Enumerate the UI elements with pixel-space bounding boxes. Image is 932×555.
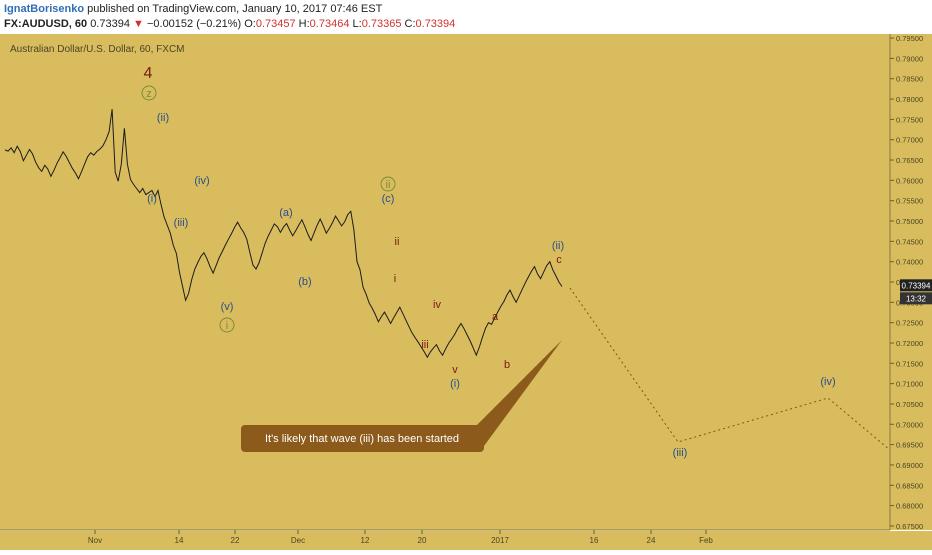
- wave-label-4: 4: [144, 65, 153, 82]
- close-value: 0.73394: [415, 18, 456, 30]
- y-tick-label: 0.78500: [896, 75, 923, 84]
- x-tick-label: 2017: [491, 536, 509, 545]
- symbol-label[interactable]: FX:AUDUSD, 60: [4, 18, 88, 30]
- wave-label-c-small: c: [556, 254, 562, 266]
- x-tick-label: 16: [590, 536, 599, 545]
- y-tick-label: 0.72000: [896, 339, 923, 348]
- wave-label-b-small: b: [504, 359, 510, 371]
- wave-label-ii-circle-ring: [380, 176, 396, 192]
- time-axis-background: [0, 531, 932, 550]
- projected-wave-path: [569, 287, 891, 451]
- publish-line: IgnatBorisenko published on TradingView.…: [4, 3, 382, 16]
- y-tick-label: 0.68500: [896, 481, 923, 490]
- last-price-tag: 0.73394 13:32: [900, 279, 932, 305]
- wave-label-iii-top: (iii): [174, 217, 189, 229]
- wave-label-i-small: i: [394, 273, 396, 285]
- wave-label-i-circle: i: [226, 320, 228, 332]
- wave-label-iv-projected: (iv): [820, 376, 835, 388]
- wave-label-z-circle: [141, 85, 157, 101]
- low-value: 0.73365: [361, 18, 402, 30]
- wave-label-v-small: v: [452, 364, 458, 376]
- ohlc-line: FX:AUDUSD, 60 0.73394 ▼ −0.00152 (−0.21%…: [4, 18, 455, 31]
- price-chart[interactable]: Australian Dollar/U.S. Dollar, 60, FXCM …: [0, 34, 932, 550]
- callout-box[interactable]: It's likely that wave (iii) has been sta…: [241, 340, 562, 452]
- wave-label-iii-projected: (iii): [673, 447, 688, 459]
- y-tick-label: 0.72500: [896, 319, 923, 328]
- y-tick-label: 0.74500: [896, 237, 923, 246]
- y-tick-label: 0.78000: [896, 95, 923, 104]
- wave-label-i-paren-2: (i): [450, 378, 460, 390]
- x-tick-label: 20: [418, 536, 427, 545]
- chart-title: Australian Dollar/U.S. Dollar, 60, FXCM: [10, 44, 185, 55]
- plot-background: [0, 34, 890, 530]
- wave-label-ii-small: ii: [395, 236, 400, 248]
- y-tick-label: 0.76000: [896, 176, 923, 185]
- y-tick-label: 0.79500: [896, 34, 923, 43]
- y-tick-label: 0.68000: [896, 502, 923, 511]
- y-tick-label: 0.77000: [896, 136, 923, 145]
- open-label: O:: [244, 18, 256, 30]
- price-series-line: [4, 109, 563, 359]
- x-tick-label: Dec: [291, 536, 305, 545]
- y-tick-label: 0.71000: [896, 380, 923, 389]
- x-tick-label: 22: [231, 536, 240, 545]
- y-tick-label: 0.71500: [896, 359, 923, 368]
- last-price: 0.73394: [90, 18, 130, 30]
- y-tick-label: 0.79000: [896, 54, 923, 63]
- price-change: −0.00152 (−0.21%): [146, 18, 242, 30]
- close-label: C:: [404, 18, 416, 30]
- wave-label-ii-paren-2: (ii): [552, 240, 564, 252]
- y-tick-label: 0.74000: [896, 258, 923, 267]
- last-price-value: 0.73394: [902, 281, 931, 290]
- wave-label-i-circle-ring: [219, 317, 235, 333]
- high-label: H:: [298, 18, 310, 30]
- y-tick-label: 0.70000: [896, 420, 923, 429]
- wave-label-c-paren: (c): [382, 193, 395, 205]
- x-tick-label: 24: [647, 536, 656, 545]
- y-tick-label: 0.69500: [896, 441, 923, 450]
- wave-label-b: (b): [298, 276, 311, 288]
- wave-label-iv-top: (iv): [194, 175, 209, 187]
- wave-label-a: (a): [279, 207, 292, 219]
- wave-label-iii-small: iii: [421, 339, 428, 351]
- publish-info: published on TradingView.com, January 10…: [87, 3, 383, 15]
- y-tick-label: 0.67500: [896, 522, 923, 531]
- wave-label-v-top: (v): [221, 301, 234, 313]
- x-tick-label: 14: [175, 536, 184, 545]
- callout-text: It's likely that wave (iii) has been sta…: [265, 433, 459, 445]
- wave-label-ii-top: (ii): [157, 112, 169, 124]
- wave-label-ii-circle: ii: [386, 179, 391, 191]
- y-tick-label: 0.76500: [896, 156, 923, 165]
- chart-header: IgnatBorisenko published on TradingView.…: [0, 0, 932, 34]
- author-link[interactable]: IgnatBorisenko: [4, 3, 85, 15]
- wave-label-a-small: a: [492, 311, 499, 323]
- down-arrow-icon: ▼: [133, 18, 144, 30]
- wave-label-iv-small: iv: [433, 299, 441, 311]
- y-tick-label: 0.69000: [896, 461, 923, 470]
- x-tick-label: Nov: [88, 536, 102, 545]
- y-tick-label: 0.75500: [896, 197, 923, 206]
- time-axis[interactable]: Nov 14 22 Dec 12 20 2017 16 24 Feb: [88, 530, 714, 545]
- y-tick-label: 0.77500: [896, 115, 923, 124]
- y-tick-label: 0.75000: [896, 217, 923, 226]
- wave-label-i-top: (i): [147, 193, 157, 205]
- countdown-value: 13:32: [906, 294, 927, 303]
- high-value: 0.73464: [309, 18, 350, 30]
- open-value: 0.73457: [255, 18, 296, 30]
- low-label: L:: [352, 18, 362, 30]
- x-tick-label: 12: [361, 536, 370, 545]
- wave-label-z: z: [146, 88, 152, 100]
- x-tick-label: Feb: [699, 536, 713, 545]
- chart-area[interactable]: Australian Dollar/U.S. Dollar, 60, FXCM …: [0, 34, 932, 550]
- y-tick-label: 0.70500: [896, 400, 923, 409]
